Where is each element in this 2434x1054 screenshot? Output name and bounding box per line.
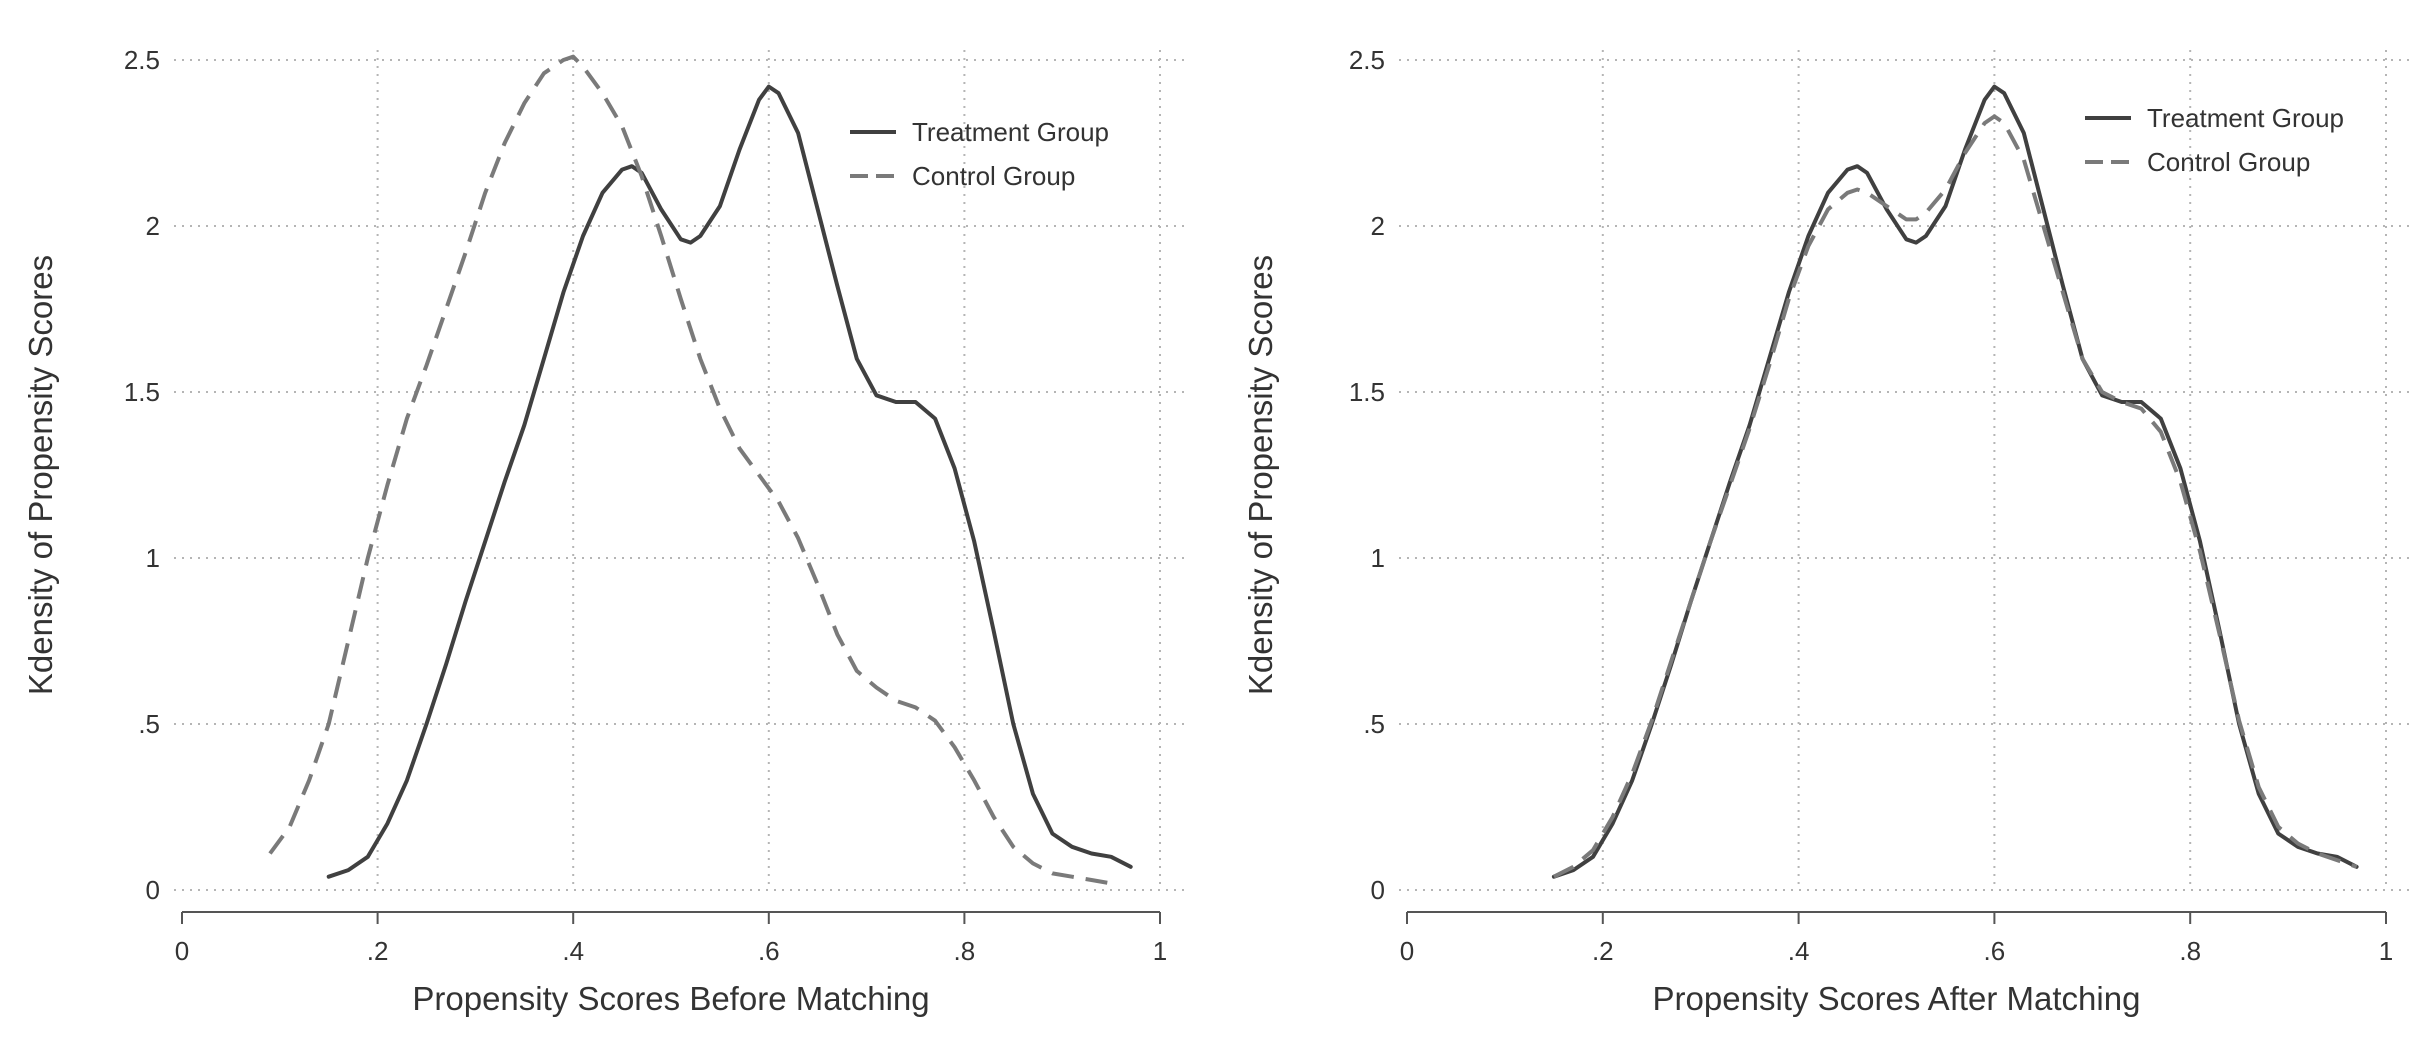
- legend-label: Control Group: [2147, 147, 2310, 177]
- series-line-treatment: [1551, 84, 2359, 879]
- x-tick-label: .6: [1984, 936, 2006, 966]
- y-axis-title: Kdensity of Propensity Scores: [22, 255, 59, 695]
- x-tick-label: .4: [562, 936, 584, 966]
- y-tick-label: 2: [1371, 211, 1385, 241]
- y-axis-title: Kdensity of Propensity Scores: [1242, 255, 1279, 695]
- y-tick-label: 1.5: [124, 377, 160, 407]
- legend-label: Treatment Group: [912, 117, 1109, 147]
- y-tick-label: .5: [1363, 709, 1385, 739]
- legend-label: Treatment Group: [2147, 103, 2344, 133]
- y-tick-label: .5: [138, 709, 160, 739]
- y-tick-label: 2.5: [124, 45, 160, 75]
- x-tick-label: .2: [1592, 936, 1614, 966]
- y-tick-label: 2: [146, 211, 160, 241]
- x-tick-label: .6: [758, 936, 780, 966]
- x-tick-label: 0: [1400, 936, 1414, 966]
- x-tick-label: 0: [175, 936, 189, 966]
- x-tick-label: 1: [2379, 936, 2393, 966]
- y-tick-label: 1.5: [1349, 377, 1385, 407]
- x-tick-label: 1: [1153, 936, 1167, 966]
- x-tick-label: .8: [2179, 936, 2201, 966]
- x-tick-label: .4: [1788, 936, 1810, 966]
- series-line-treatment: [326, 84, 1133, 879]
- y-tick-label: 0: [1371, 875, 1385, 905]
- series-line-control: [268, 54, 1112, 886]
- chart-svg-before-matching: 0 .5 1 1.5 2 2.5 0 .2 .4 .6 .8 1 Treatment Group Cont…: [22, 45, 1188, 1017]
- x-tick-label: .8: [954, 936, 976, 966]
- y-tick-label: 2.5: [1349, 45, 1385, 75]
- x-tick-label: .2: [367, 936, 389, 966]
- x-axis-title: Propensity Scores Before Matching: [412, 980, 929, 1017]
- chart-after-matching: 0 .5 1 1.5 2 2.5 0 .2 .4 .6 .8 1 Treatment Group Cont…: [1217, 0, 2434, 1054]
- chart-svg-after-matching: 0 .5 1 1.5 2 2.5 0 .2 .4 .6 .8 1 Treatment Group Cont…: [1242, 45, 2414, 1017]
- y-tick-label: 0: [146, 875, 160, 905]
- x-axis-title: Propensity Scores After Matching: [1653, 980, 2141, 1017]
- legend-label: Control Group: [912, 161, 1075, 191]
- y-tick-label: 1: [146, 543, 160, 573]
- chart-before-matching: 0 .5 1 1.5 2 2.5 0 .2 .4 .6 .8 1 Treatment Group Cont…: [22, 45, 1188, 1017]
- series-line-control: [1552, 114, 2358, 879]
- y-tick-label: 1: [1371, 543, 1385, 573]
